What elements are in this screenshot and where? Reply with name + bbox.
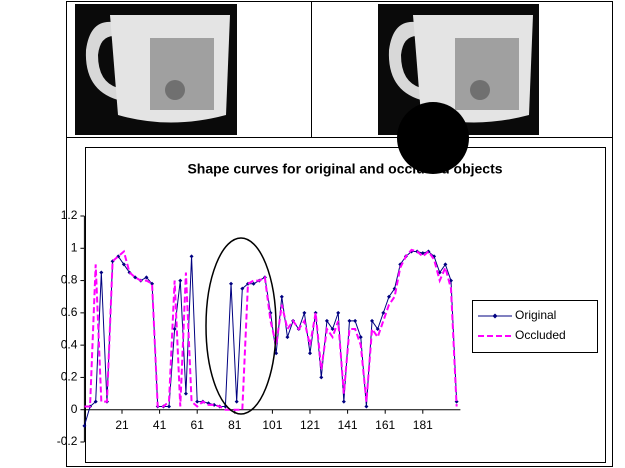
cup-print	[150, 38, 214, 110]
cup-print	[455, 38, 519, 110]
y-tick-label: 0.8	[61, 273, 78, 287]
y-tick-label: 0.2	[61, 370, 78, 384]
x-tick-label: 61	[191, 418, 205, 432]
point-marker	[280, 295, 284, 299]
highlight-ellipse	[206, 238, 276, 414]
y-tick-label: 0.4	[61, 337, 78, 351]
point-marker	[229, 282, 233, 286]
point-marker	[308, 351, 312, 355]
page: {"chart_data": {"type": "line", "title":…	[0, 0, 625, 468]
point-marker	[302, 311, 306, 315]
point-marker	[190, 254, 194, 258]
series-line	[84, 250, 456, 410]
x-tick-label: 101	[262, 418, 282, 432]
point-marker	[195, 400, 199, 404]
point-marker	[167, 404, 171, 408]
y-tick-label: 0	[71, 402, 78, 416]
cup-print-detail	[470, 80, 490, 100]
y-tick-label: 0.6	[61, 305, 78, 319]
point-marker	[336, 311, 340, 315]
point-marker	[178, 279, 182, 283]
cup-print-detail	[165, 80, 185, 100]
x-tick-label: 41	[153, 418, 167, 432]
y-tick-label: 1	[71, 240, 78, 254]
figure: Shape curves for original and occluded o…	[0, 0, 625, 468]
point-marker	[353, 319, 357, 323]
point-marker	[285, 335, 289, 339]
legend-label: Occluded	[515, 328, 566, 342]
x-tick-label: 181	[413, 418, 433, 432]
x-tick-label: 161	[375, 418, 395, 432]
point-marker	[235, 400, 239, 404]
chart-title: Shape curves for original and occluded o…	[187, 161, 502, 177]
legend-label: Original	[515, 308, 556, 322]
point-marker	[184, 392, 188, 396]
point-marker	[99, 271, 103, 275]
y-tick-label: -0.2	[57, 434, 78, 448]
x-tick-label: 141	[338, 418, 358, 432]
image-original	[75, 4, 237, 135]
legend: Original Occluded	[473, 301, 598, 353]
point-marker	[364, 404, 368, 408]
image-occluded	[378, 4, 539, 174]
point-marker	[319, 375, 323, 379]
x-tick-label: 21	[115, 418, 129, 432]
point-marker	[342, 400, 346, 404]
x-tick-label: 81	[228, 418, 242, 432]
y-tick-label: 1.2	[61, 208, 78, 222]
x-tick-label: 121	[300, 418, 320, 432]
point-marker	[347, 319, 351, 323]
plot-area: -0.2 0 0.2 0.4 0.6 0.8 1 1.2 21 41 61 81 101 121 141 16…	[57, 208, 461, 448]
